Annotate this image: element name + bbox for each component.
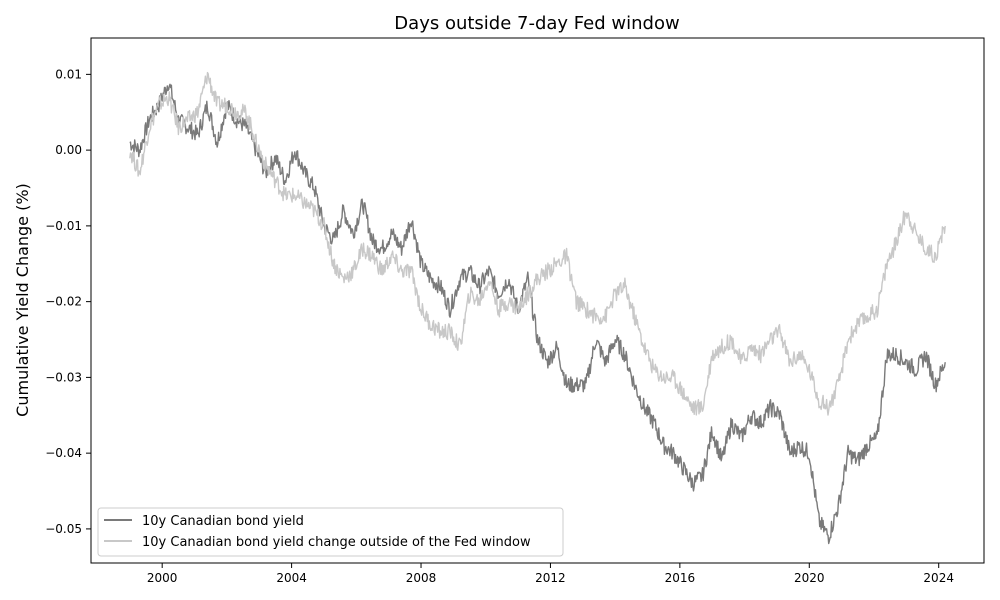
x-axis: 2000 2004 2008 2012 2016 2020 2024 (147, 563, 954, 585)
x-tick-label: 2016 (665, 571, 696, 585)
legend-label-outside-fed-window: 10y Canadian bond yield change outside o… (142, 535, 531, 550)
chart-title: Days outside 7-day Fed window (394, 13, 679, 34)
plot-frame (90, 37, 985, 564)
y-tick-label: 0.01 (55, 67, 82, 81)
x-tick-label: 2012 (535, 571, 566, 585)
series-line-canadian-yield (129, 83, 946, 545)
x-tick-label: 2000 (147, 571, 178, 585)
y-tick-label: −0.02 (45, 295, 82, 309)
x-tick-label: 2024 (923, 571, 954, 585)
series-layer (129, 71, 946, 545)
y-tick-label: −0.01 (45, 219, 82, 233)
y-axis-title: Cumulative Yield Change (%) (13, 183, 32, 417)
y-tick-label: −0.03 (45, 370, 82, 384)
y-tick-label: 0.00 (55, 143, 82, 157)
y-axis: 0.01 0.00 −0.01 −0.02 −0.03 −0.04 −0.05 (45, 67, 91, 536)
y-tick-label: −0.05 (45, 522, 82, 536)
x-tick-label: 2004 (276, 571, 307, 585)
x-tick-label: 2008 (406, 571, 437, 585)
series-line-outside-fed-window (129, 71, 946, 416)
y-tick-label: −0.04 (45, 446, 82, 460)
legend: 10y Canadian bond yield 10y Canadian bon… (97, 507, 564, 557)
x-tick-label: 2020 (794, 571, 825, 585)
legend-box (97, 507, 564, 557)
legend-label-canadian-yield: 10y Canadian bond yield (142, 514, 304, 529)
